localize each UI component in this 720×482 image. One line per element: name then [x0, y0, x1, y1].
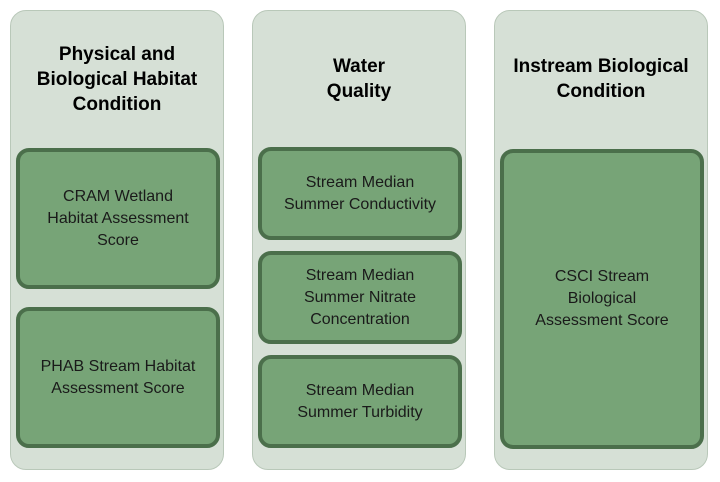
- column-title: Physical and Biological Habitat Conditio…: [36, 44, 198, 115]
- nitrate-box: Stream Median Summer Nitrate Concentrati…: [258, 251, 462, 344]
- conductivity-box: Stream Median Summer Conductivity: [258, 147, 462, 240]
- csci-stream-box: CSCI Stream Biological Assessment Score: [500, 149, 704, 449]
- column-water-quality: Water Quality Stream Median Summer Condu…: [252, 10, 466, 470]
- column-physical-biological-habitat: Physical and Biological Habitat Conditio…: [10, 10, 224, 470]
- turbidity-box: Stream Median Summer Turbidity: [258, 355, 462, 448]
- column-title: Water Quality: [326, 56, 392, 102]
- column-instream-biological: Instream Biological Condition CSCI Strea…: [494, 10, 708, 470]
- phab-stream-box: PHAB Stream Habitat Assessment Score: [16, 307, 220, 448]
- column-title: Instream Biological Condition: [513, 56, 689, 102]
- cram-wetland-box: CRAM Wetland Habitat Assessment Score: [16, 148, 220, 289]
